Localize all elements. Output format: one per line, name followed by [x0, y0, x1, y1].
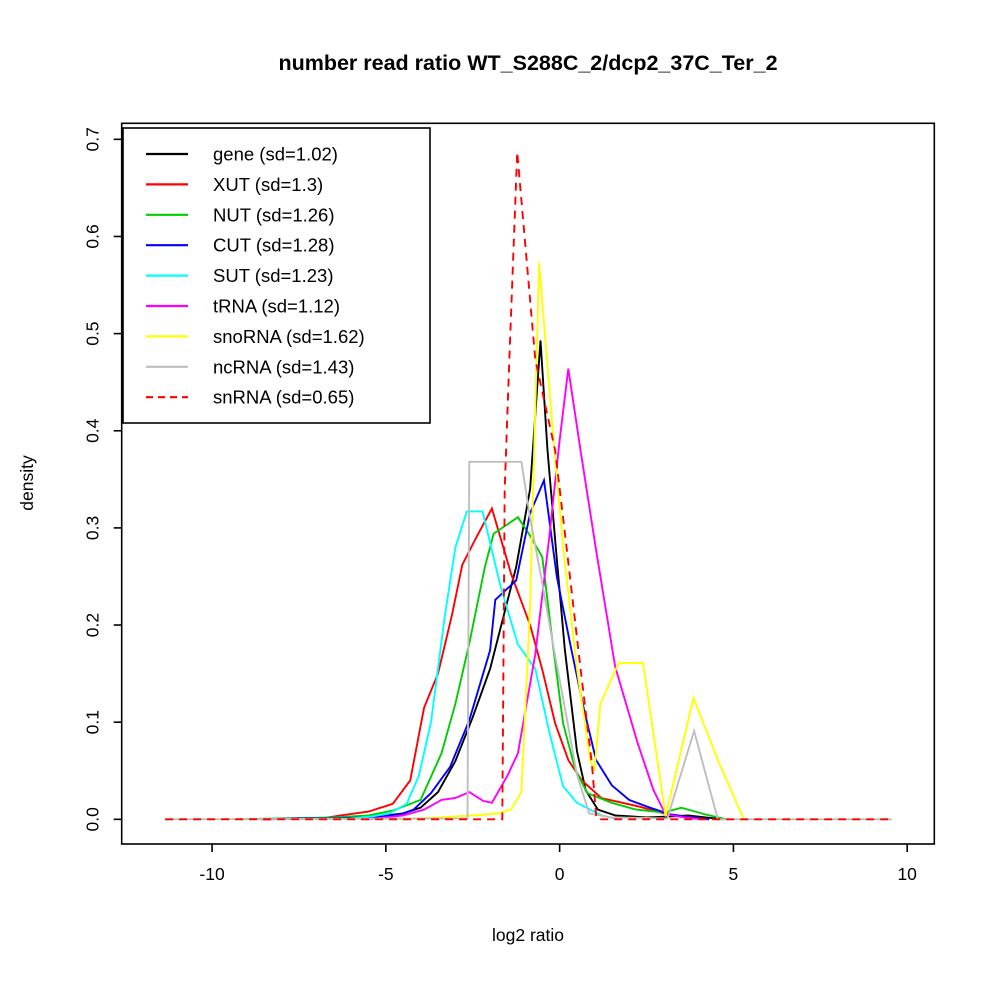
legend-label-snoRNA: snoRNA (sd=1.62) — [213, 326, 365, 347]
y-tick-label-5: 0.5 — [83, 321, 103, 345]
curve-tRNA — [368, 368, 703, 821]
x-axis-title: log2 ratio — [492, 925, 564, 945]
y-tick-label-0: 0.0 — [83, 807, 103, 832]
legend-label-SUT: SUT (sd=1.23) — [213, 265, 333, 286]
x-tick-label-0: -10 — [199, 864, 225, 884]
curve-SUT — [344, 510, 619, 821]
legend-label-tRNA: tRNA (sd=1.12) — [213, 296, 340, 317]
legend-label-XUT: XUT (sd=1.3) — [213, 174, 323, 195]
legend-label-ncRNA: ncRNA (sd=1.43) — [213, 356, 354, 377]
x-axis: -10 -5 0 5 10 — [199, 844, 917, 884]
curve-XUT — [316, 506, 710, 821]
y-tick-label-6: 0.6 — [83, 224, 103, 248]
curve-NUT — [239, 515, 727, 821]
curve-CUT — [260, 476, 710, 821]
x-tick-label-2: 0 — [555, 864, 565, 884]
y-tick-label-3: 0.3 — [83, 516, 103, 540]
chart-title: number read ratio WT_S288C_2/dcp2_37C_Te… — [278, 51, 777, 75]
legend-label-CUT: CUT (sd=1.28) — [213, 235, 335, 256]
curve-snRNA — [165, 151, 892, 821]
y-tick-label-2: 0.2 — [83, 613, 103, 637]
curves-group — [165, 151, 892, 821]
plot-box — [120, 122, 936, 845]
x-tick-label-4: 10 — [897, 864, 917, 884]
legend: gene (sd=1.02) XUT (sd=1.3) NUT (sd=1.26) C… — [122, 127, 431, 424]
x-tick-label-1: -5 — [378, 864, 394, 884]
legend-label-NUT: NUT (sd=1.26) — [213, 204, 335, 225]
legend-label-gene: gene (sd=1.02) — [213, 144, 338, 165]
y-axis: 0.0 0.1 0.2 0.3 0.4 0.5 0.6 0.7 — [83, 127, 122, 831]
legend-label-snRNA: snRNA (sd=0.65) — [213, 387, 354, 408]
x-tick-label-3: 5 — [729, 864, 739, 884]
y-axis-title: density — [17, 455, 37, 511]
y-tick-label-4: 0.4 — [83, 418, 103, 443]
curve-snoRNA — [399, 262, 745, 821]
y-tick-label-7: 0.7 — [83, 127, 103, 151]
y-tick-label-1: 0.1 — [83, 710, 103, 734]
curve-ncRNA — [165, 460, 892, 821]
